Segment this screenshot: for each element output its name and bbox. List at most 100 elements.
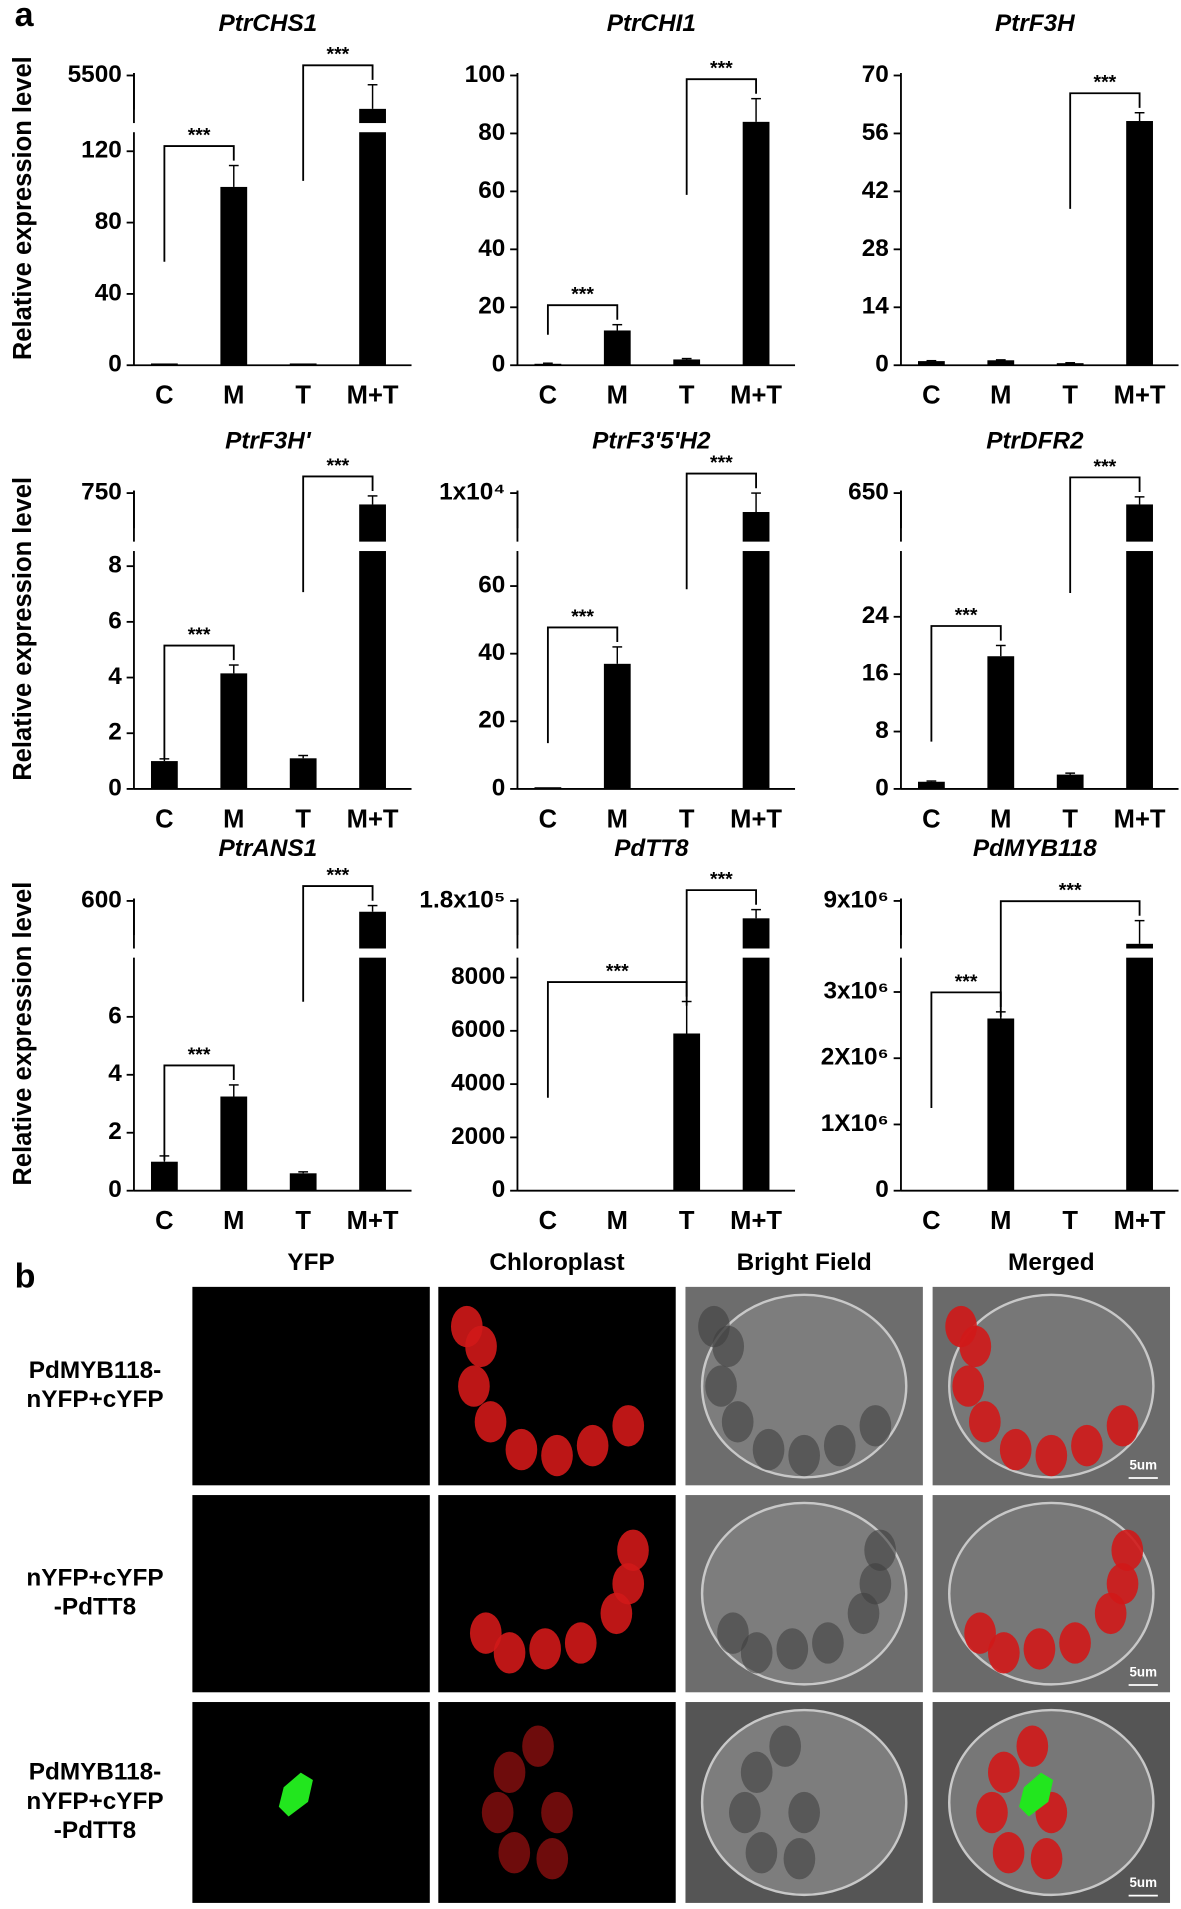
bar (742, 512, 770, 789)
axis-break (891, 541, 1181, 552)
chart-title: PtrF3'5'H2 (592, 427, 711, 454)
chart-title: PtrANS1 (219, 835, 318, 862)
chloroplast (1071, 1424, 1103, 1467)
chloroplast-shadow (698, 1305, 730, 1348)
x-tick-label: M (990, 382, 1011, 410)
significance-bracket (163, 644, 235, 759)
bar (918, 361, 945, 366)
chloroplast (1016, 1725, 1049, 1767)
y-tick-label: 2X10⁶ (821, 1044, 889, 1071)
y-axis-label: Relative expression level (9, 882, 37, 1186)
significance-label: *** (710, 869, 733, 891)
x-tick-label: T (679, 382, 695, 410)
bar (289, 363, 317, 366)
y-tick-label: 0 (492, 774, 506, 801)
chloroplast (493, 1751, 526, 1794)
x-tick-label: C (155, 382, 173, 410)
bar (534, 363, 562, 366)
x-tick-label: T (679, 805, 695, 833)
significance-bracket (1069, 92, 1141, 209)
bar (673, 359, 701, 366)
chloroplast-shadow (847, 1592, 880, 1635)
significance-label: *** (327, 455, 350, 477)
row-label: PdMYB118- (29, 1759, 162, 1786)
chloroplast (1023, 1628, 1056, 1670)
chloroplast (976, 1791, 1008, 1834)
bar (289, 758, 317, 789)
row-label: nYFP+cYFP (26, 1386, 163, 1413)
y-tick-label: 2 (108, 1118, 122, 1145)
chloroplast (481, 1791, 514, 1834)
bar (150, 1161, 178, 1191)
x-tick-label: C (539, 805, 557, 833)
chloroplast (988, 1632, 1020, 1674)
y-tick-label: 16 (862, 660, 889, 687)
y-tick-label: 1.8x10⁵ (419, 886, 505, 913)
chloroplast-shadow (721, 1401, 754, 1443)
row-label: nYFP+cYFP (26, 1564, 163, 1591)
column-header: Chloroplast (489, 1249, 624, 1276)
bar (987, 656, 1015, 789)
chloroplast (992, 1831, 1025, 1874)
chloroplast-shadow (745, 1831, 778, 1874)
row-label: -PdTT8 (54, 1817, 136, 1844)
chloroplast-shadow (728, 1791, 761, 1834)
scale-bar-label: 5um (1129, 1875, 1157, 1890)
chloroplast-shadow (788, 1791, 820, 1834)
scale-bar-label: 5um (1129, 1664, 1157, 1679)
chloroplast (458, 1365, 490, 1407)
significance-label: *** (1094, 72, 1117, 94)
chloroplast (522, 1725, 554, 1767)
significance-label: *** (1094, 456, 1117, 478)
bar (220, 1096, 248, 1191)
bar (220, 186, 248, 366)
chloroplast-shadow (740, 1632, 773, 1674)
chloroplast (964, 1612, 996, 1654)
bar (603, 330, 631, 366)
bar (742, 121, 770, 366)
y-tick-label: 750 (81, 478, 122, 505)
y-tick-label: 120 (81, 137, 122, 164)
y-tick-label: 3x10⁶ (823, 977, 888, 1004)
x-tick-label: M+T (1114, 382, 1166, 410)
column-header: YFP (287, 1249, 334, 1276)
x-tick-label: T (679, 1207, 695, 1235)
bar (359, 504, 386, 789)
axis-break (891, 948, 1181, 958)
x-tick-label: M (607, 805, 628, 833)
axis-break (507, 948, 798, 958)
x-tick-label: M (223, 1207, 244, 1235)
chloroplast (498, 1831, 531, 1874)
significance-bracket (685, 472, 757, 590)
chloroplast-shadow (769, 1725, 802, 1767)
significance-bracket (302, 475, 374, 593)
row-label: nYFP+cYFP (26, 1788, 163, 1815)
x-tick-label: M (223, 382, 244, 410)
bar (359, 108, 386, 366)
y-axis-label: Relative expression level (9, 56, 37, 360)
significance-label: *** (1059, 880, 1082, 902)
chloroplast (952, 1365, 985, 1407)
x-tick-label: C (539, 1207, 557, 1235)
y-tick-label: 40 (478, 235, 505, 262)
x-tick-label: C (922, 1207, 940, 1235)
y-tick-label: 4 (108, 1060, 122, 1087)
y-tick-label: 2000 (451, 1123, 505, 1150)
x-tick-label: M+T (730, 382, 782, 410)
column-header: Merged (1008, 1249, 1095, 1276)
y-tick-label: 60 (478, 571, 505, 598)
chloroplast (1030, 1838, 1063, 1880)
bar (359, 911, 386, 1191)
chloroplast (969, 1401, 1001, 1443)
scale-bar-label: 5um (1129, 1457, 1157, 1472)
chloroplast-shadow (823, 1424, 856, 1467)
chloroplast (600, 1592, 633, 1635)
y-tick-label: 40 (95, 279, 122, 306)
micrograph (192, 1702, 430, 1903)
x-tick-label: T (1062, 805, 1078, 833)
chloroplast (945, 1305, 977, 1348)
y-tick-label: 60 (478, 177, 505, 204)
cell-outline (700, 1293, 908, 1479)
x-tick-label: C (922, 382, 940, 410)
y-tick-label: 42 (862, 177, 889, 204)
